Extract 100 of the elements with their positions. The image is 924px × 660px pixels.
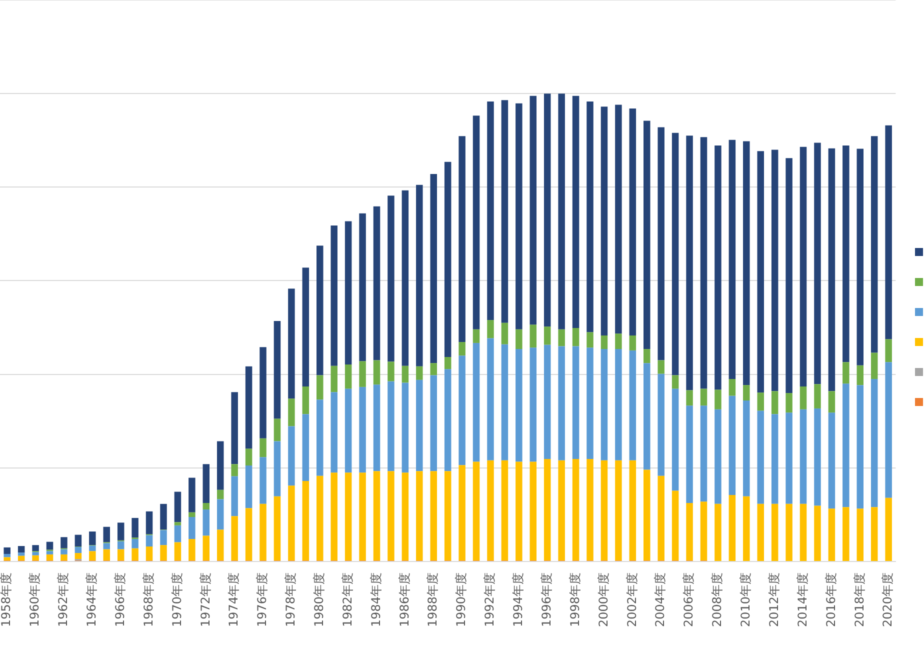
bar [672, 375, 679, 389]
bar [600, 349, 608, 460]
bar [274, 496, 281, 561]
bar [117, 549, 124, 561]
bar [856, 385, 864, 509]
bar [388, 381, 394, 472]
bar [615, 104, 622, 334]
bar [458, 356, 466, 466]
bar [288, 426, 295, 486]
bar [800, 386, 807, 410]
bar [885, 362, 892, 498]
bar [728, 140, 736, 379]
x-tick-label: 2000年度 [596, 572, 610, 628]
bar [472, 462, 480, 561]
bar [530, 348, 537, 462]
x-tick-label: 1984年度 [368, 572, 383, 628]
bar [501, 100, 508, 323]
bar [132, 539, 138, 548]
bar [344, 472, 352, 561]
bar [672, 132, 679, 376]
bar [644, 120, 650, 350]
bar [586, 458, 594, 561]
bar [18, 546, 25, 553]
bar [46, 542, 54, 550]
bar [274, 441, 281, 496]
x-tick-label: 1964年度 [84, 572, 99, 628]
bar [430, 174, 437, 364]
bar [60, 554, 68, 561]
bar [60, 537, 68, 548]
x-tick-label: 2008年度 [710, 572, 724, 628]
bar [487, 460, 494, 561]
bar [757, 392, 764, 411]
bar [202, 464, 210, 503]
bar [288, 486, 295, 561]
bar [870, 378, 878, 508]
bar [288, 398, 295, 426]
bar [330, 472, 338, 561]
x-tick-label: 2016年度 [824, 572, 838, 628]
bar [544, 458, 551, 561]
bar [388, 196, 394, 362]
bar [629, 108, 636, 336]
bar [686, 502, 693, 561]
bar [402, 190, 409, 366]
bar [544, 94, 551, 327]
bar [302, 386, 310, 414]
bar [800, 146, 807, 386]
bar [828, 148, 836, 392]
bar [202, 502, 210, 510]
bar [216, 441, 224, 490]
bar [216, 490, 224, 500]
bar [216, 530, 224, 561]
bar [558, 329, 565, 346]
bar [231, 464, 238, 476]
bar [558, 94, 565, 330]
bar [402, 382, 409, 473]
bar [89, 546, 96, 552]
x-tick-label: 1988年度 [426, 572, 440, 628]
bar [586, 102, 594, 332]
bar [302, 480, 310, 561]
bar [487, 338, 494, 460]
bar [316, 375, 324, 400]
x-tick-label: 2010年度 [738, 572, 753, 628]
bar [188, 512, 196, 518]
bar [743, 385, 750, 401]
bar [757, 410, 764, 504]
x-tick-label: 1976年度 [255, 572, 270, 628]
bar [658, 374, 664, 476]
bar [330, 226, 338, 366]
bar [743, 400, 750, 496]
bar [32, 545, 39, 552]
bar [373, 471, 380, 561]
bar [870, 136, 878, 353]
x-tick-label: 1966年度 [112, 572, 127, 628]
bar [516, 103, 522, 330]
bar [615, 349, 622, 460]
bar [132, 548, 138, 561]
bar [32, 552, 39, 556]
bar [771, 414, 778, 504]
bar [188, 539, 196, 561]
bar [544, 344, 551, 459]
bar [572, 458, 580, 561]
bar [472, 329, 480, 343]
bar [388, 471, 394, 561]
x-tick-label: 2004年度 [653, 572, 668, 628]
bar [458, 342, 466, 356]
x-tick-label: 1996年度 [539, 572, 554, 628]
bar [60, 549, 68, 554]
bar [786, 158, 792, 394]
bar [89, 551, 96, 561]
x-tick-label: 1998年度 [568, 572, 582, 628]
bar [814, 384, 821, 408]
bar [89, 532, 96, 546]
bar [18, 552, 25, 556]
bar [558, 460, 565, 561]
bar [487, 102, 494, 320]
bar [245, 448, 252, 466]
bar [870, 352, 878, 379]
bar [160, 504, 167, 530]
bar [728, 396, 736, 496]
bar [202, 536, 210, 561]
